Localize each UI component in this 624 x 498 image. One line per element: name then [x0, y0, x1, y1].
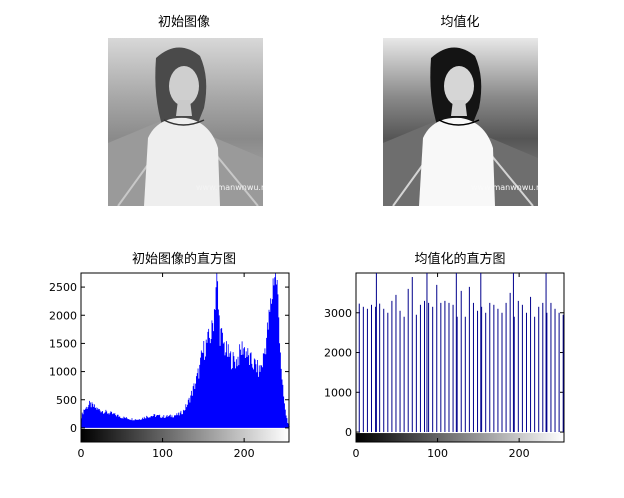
- top-left-title: 初始图像: [157, 15, 211, 30]
- hist-equalized-ytick-label: 1000: [324, 386, 352, 399]
- hist-original-colorbar: [81, 428, 289, 442]
- hist-equalized-colorbar: [356, 433, 564, 442]
- watermark-equalized: www.manwnwu.net: [471, 183, 538, 192]
- hist-equalized-ytick-label: 2000: [324, 347, 352, 360]
- hist-original-ytick-label: 1000: [49, 366, 77, 379]
- hist-original-xtick-label: 200: [234, 447, 255, 460]
- watermark-original: www.manwnwu.net: [196, 183, 263, 192]
- original-image: www.manwnwu.net: [108, 38, 263, 206]
- hist-original-ytick-label: 500: [56, 394, 77, 407]
- hist-original-ytick-label: 2000: [49, 309, 77, 322]
- hist-original-ytick-label: 0: [70, 422, 77, 435]
- hist-original-xtick-label: 100: [152, 447, 173, 460]
- hist-equalized-xtick-label: 0: [353, 447, 360, 460]
- hist-equalized-axes-frame: [355, 272, 565, 443]
- hist-original-bars: [81, 273, 290, 428]
- hist-equalized-title: 均值化的直方图: [414, 252, 506, 267]
- hist-original-ytick-label: 2500: [49, 281, 77, 294]
- hist-original-ytick-label: 1500: [49, 337, 77, 350]
- hist-original-axes-frame: [80, 272, 290, 443]
- hist-equalized-ytick-label: 0: [345, 426, 352, 439]
- hist-equalized-xtick-label: 100: [427, 447, 448, 460]
- hist-equalized-xtick-label: 200: [509, 447, 530, 460]
- top-right-title: 均值化: [440, 15, 480, 30]
- equalized-image: www.manwnwu.net: [383, 38, 538, 206]
- hist-original-xtick-label: 0: [78, 447, 85, 460]
- hist-equalized-ytick-label: 3000: [324, 307, 352, 320]
- hist-original-title: 初始图像的直方图: [131, 252, 237, 267]
